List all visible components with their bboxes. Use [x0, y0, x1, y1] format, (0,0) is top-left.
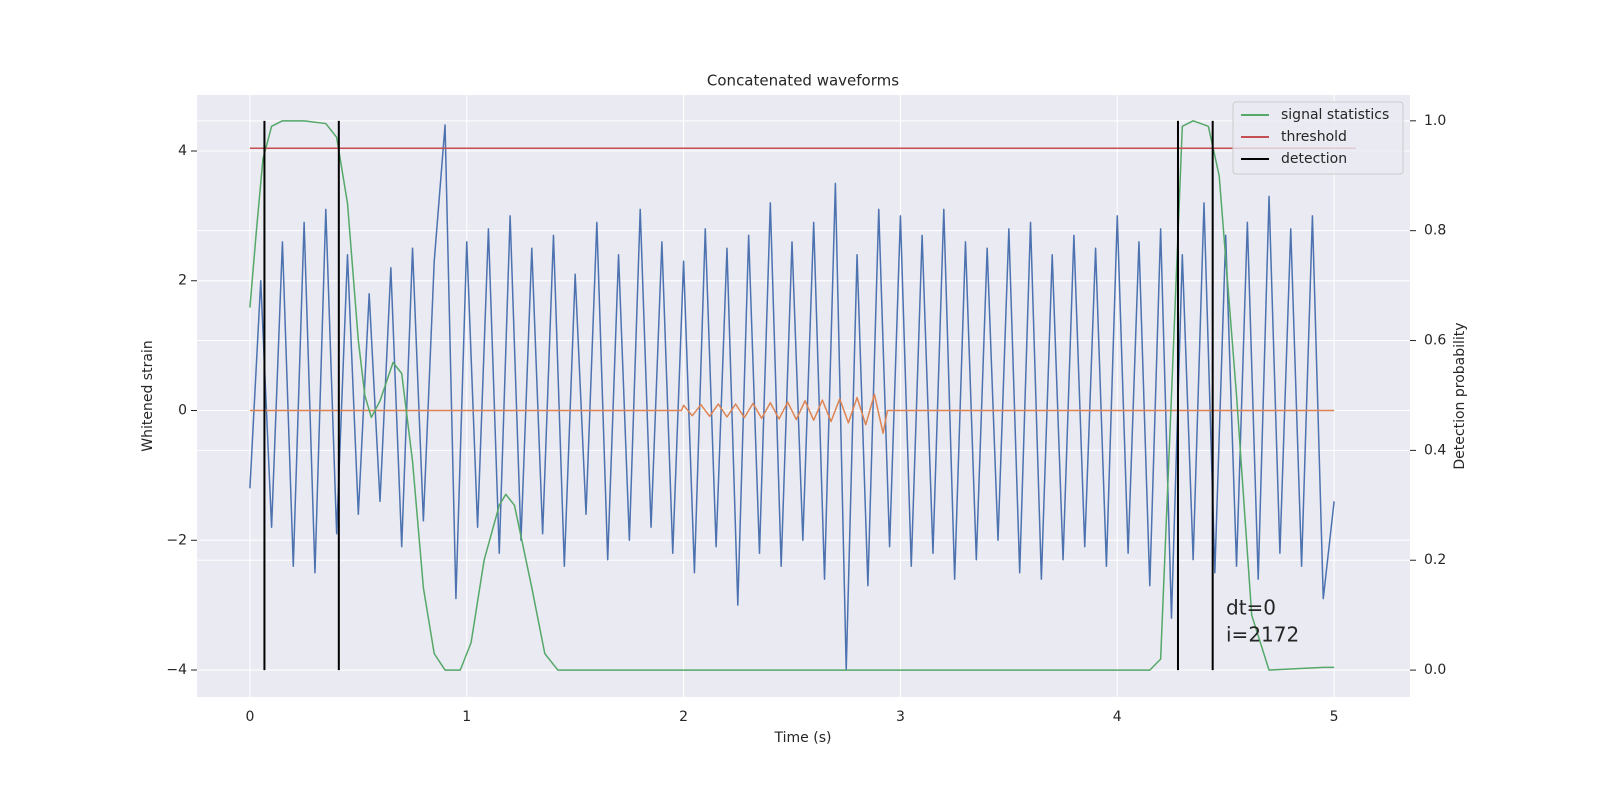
marks [249, 120, 1356, 671]
x-tick-label: 4 [1113, 709, 1122, 725]
legend-box [1232, 101, 1404, 175]
plot-background [197, 95, 1410, 697]
y2-tick-label: 0.6 [1424, 333, 1446, 349]
y2-tick-label: 1.0 [1424, 113, 1446, 129]
series-line [249, 124, 1335, 671]
y2-axis-label: Detection probability [1452, 322, 1468, 469]
x-tick-label: 5 [1330, 709, 1339, 725]
x-tick-label: 2 [679, 709, 688, 725]
y-axis-label: Whitened strain [140, 340, 156, 451]
y-tick-label: −4 [166, 662, 187, 678]
y-tick-label: −2 [166, 532, 187, 548]
chart-title: Concatenated waveforms [707, 72, 899, 90]
y-tick-label: 0 [178, 403, 187, 419]
x-axis-label: Time (s) [774, 730, 832, 746]
y2-tick-label: 0.0 [1424, 662, 1446, 678]
legend-label: threshold [1281, 129, 1347, 145]
legend-label: detection [1281, 151, 1347, 167]
y-tick-label: 4 [178, 143, 187, 159]
series-line [249, 120, 1335, 671]
annotation: i=2172 [1226, 623, 1299, 647]
y2-tick-label: 0.2 [1424, 552, 1446, 568]
annotation: dt=0 [1226, 596, 1276, 620]
x-tick-label: 3 [896, 709, 905, 725]
series-line [249, 393, 1335, 434]
legend: signal statistics threshold detection [1232, 101, 1404, 175]
y-tick-label: 2 [178, 273, 187, 289]
x-tick-label: 1 [462, 709, 471, 725]
y2-tick-label: 0.4 [1424, 442, 1446, 458]
legend-label: signal statistics [1281, 107, 1389, 123]
x-tick-label: 0 [245, 709, 254, 725]
y2-tick-label: 0.8 [1424, 223, 1446, 239]
